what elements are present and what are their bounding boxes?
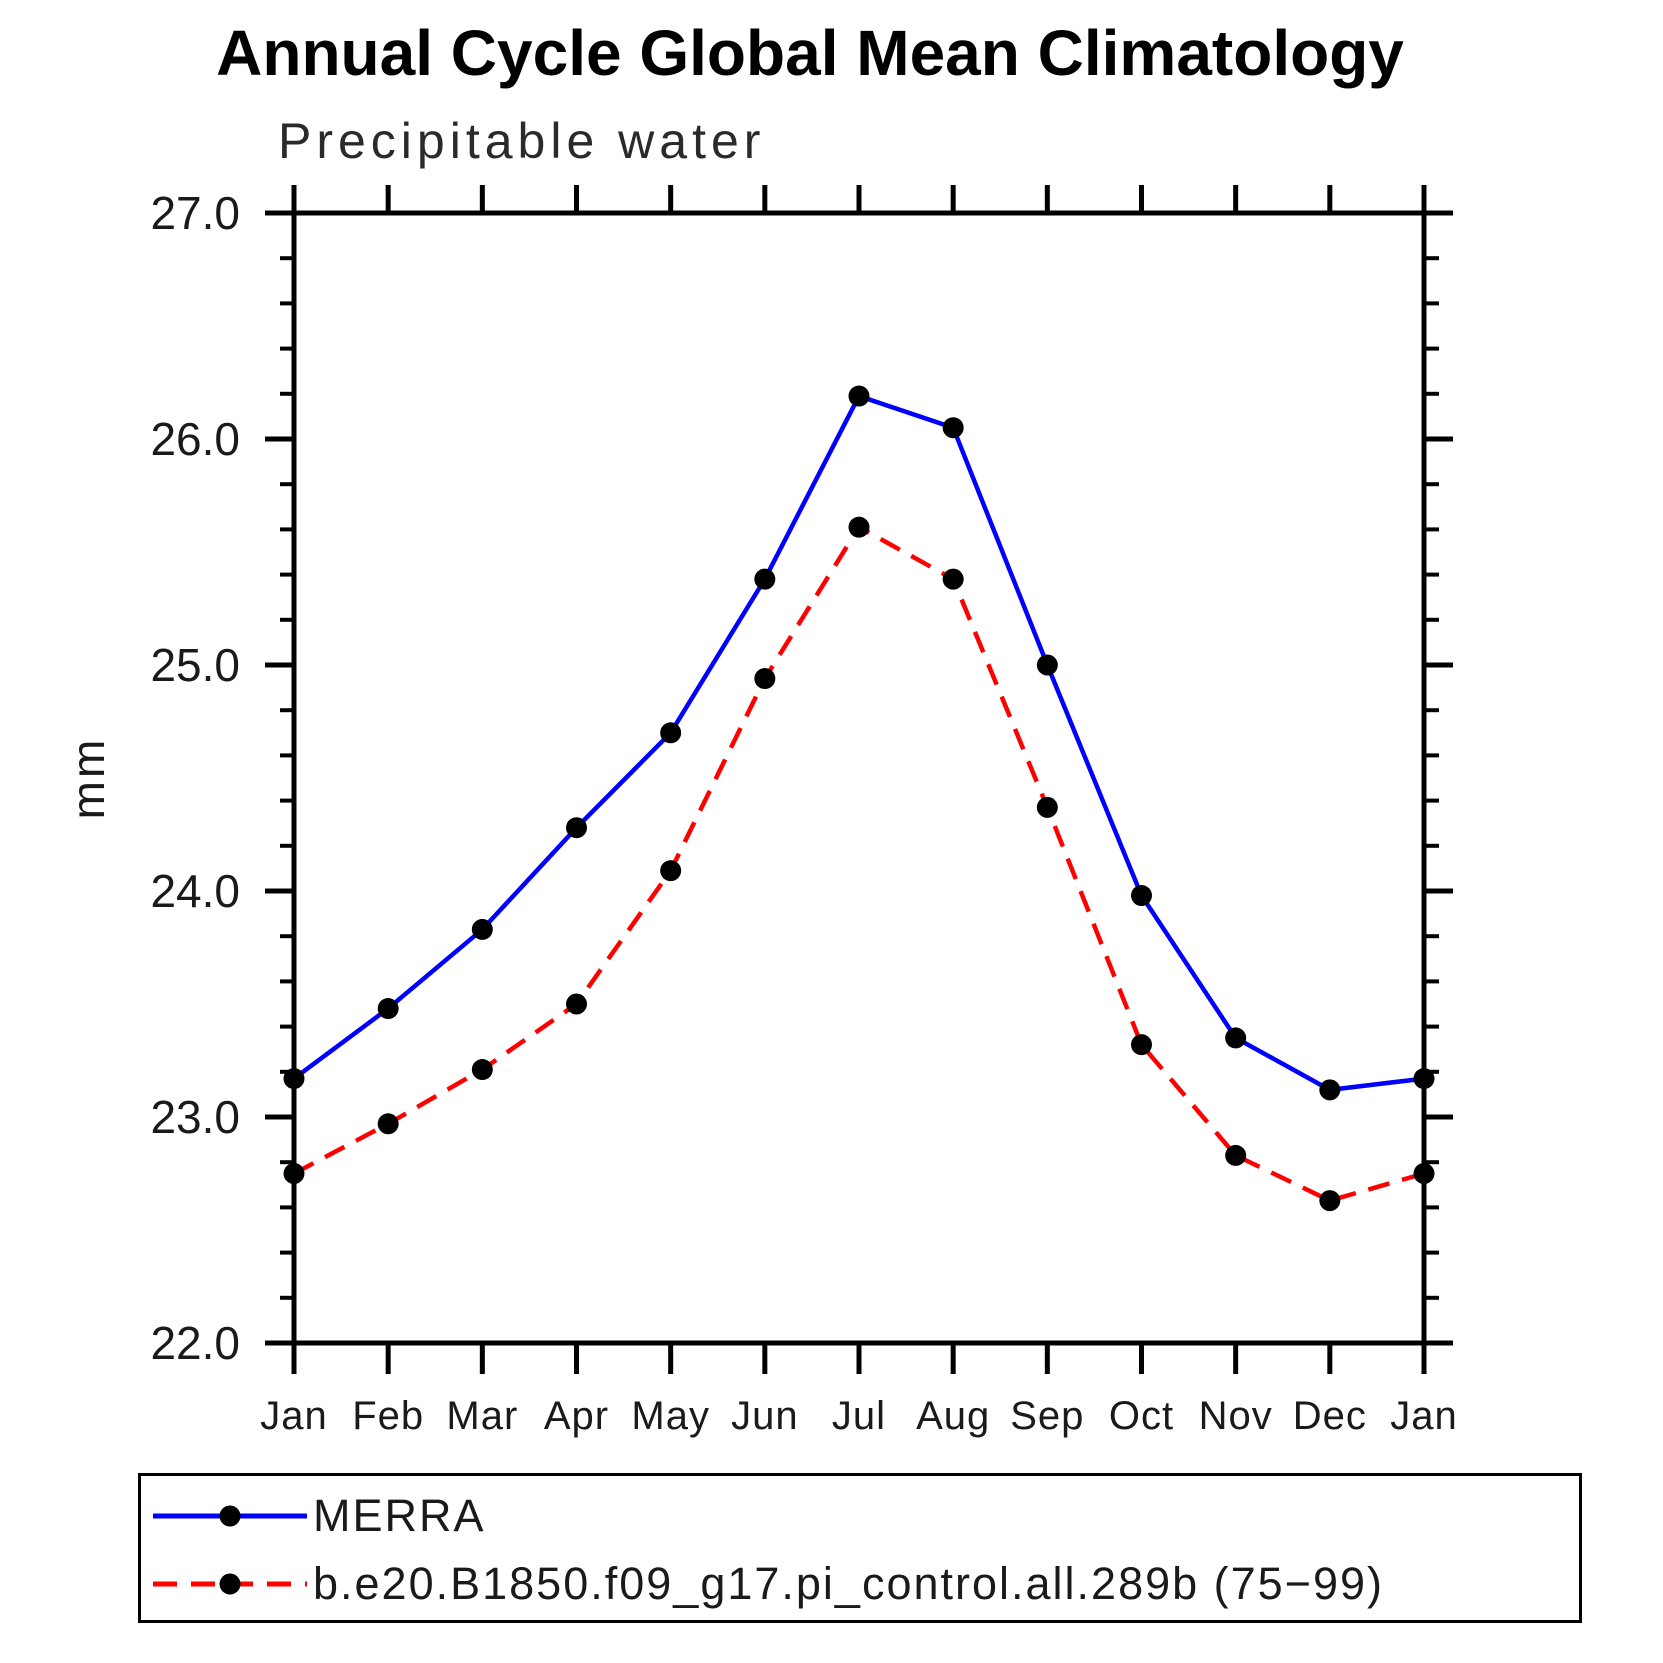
- x-tick-label: Jan: [260, 1394, 328, 1438]
- chart-subtitle: Precipitable water: [278, 113, 766, 169]
- legend-item-model: b.e20.B1850.f09_g17.pi_control.all.289b …: [147, 1554, 1384, 1614]
- legend-marker-icon: [219, 1573, 241, 1595]
- data-point-marker-s1: [942, 568, 964, 590]
- x-tick-label: Sep: [1010, 1394, 1084, 1438]
- data-point-marker-s0: [848, 385, 870, 407]
- data-point-marker-s1: [1225, 1144, 1247, 1166]
- data-point-marker-s1: [1413, 1163, 1435, 1184]
- data-point-marker-s0: [1131, 885, 1152, 907]
- x-tick-label: Feb: [352, 1394, 424, 1438]
- x-tick-label: Dec: [1293, 1394, 1367, 1438]
- y-tick-label: 25.0: [150, 639, 240, 691]
- legend-model-line-icon: [153, 1573, 307, 1595]
- data-point-marker-s0: [1225, 1027, 1247, 1049]
- data-point-marker-s0: [660, 722, 682, 744]
- data-point-marker-s1: [566, 993, 587, 1015]
- x-tick-label: May: [631, 1394, 710, 1438]
- x-tick-label: Oct: [1109, 1394, 1174, 1438]
- y-tick-label: 27.0: [150, 187, 240, 239]
- legend-marker-icon: [219, 1505, 241, 1527]
- data-point-marker-s0: [377, 998, 399, 1020]
- data-point-marker-s1: [754, 668, 776, 690]
- data-point-marker-s1: [660, 860, 682, 882]
- x-tick-label: Aug: [916, 1394, 990, 1438]
- data-point-marker-s1: [1036, 796, 1058, 818]
- data-point-marker-s0: [754, 568, 776, 590]
- y-tick-label: 26.0: [150, 413, 240, 465]
- legend-label-model: b.e20.B1850.f09_g17.pi_control.all.289b …: [313, 1558, 1385, 1609]
- data-point-marker-s1: [377, 1113, 399, 1135]
- x-tick-label: Jun: [731, 1394, 799, 1438]
- data-point-marker-s0: [942, 417, 964, 439]
- x-tick-label: Apr: [544, 1394, 609, 1438]
- data-point-marker-s1: [1131, 1034, 1152, 1056]
- data-point-marker-s0: [283, 1068, 305, 1090]
- x-tick-label: Jul: [832, 1394, 886, 1438]
- data-point-marker-s1: [848, 516, 870, 538]
- legend-item-merra: MERRA: [147, 1486, 486, 1546]
- y-tick-label: 22.0: [150, 1317, 240, 1369]
- legend: MERRA b.e20.B1850.f09_g17.pi_control.all…: [138, 1473, 1582, 1623]
- data-point-marker-s0: [1036, 654, 1058, 676]
- x-tick-label: Nov: [1199, 1394, 1273, 1438]
- data-point-marker-s1: [471, 1059, 493, 1081]
- x-tick-label: Jan: [1390, 1394, 1458, 1438]
- chart-title: Annual Cycle Global Mean Climatology: [216, 17, 1404, 89]
- data-point-marker-s0: [1413, 1068, 1435, 1090]
- legend-merra-line-icon: [153, 1505, 307, 1527]
- series-line-1: [292, 524, 1425, 1204]
- data-point-marker-s0: [1319, 1079, 1341, 1101]
- y-tick-label: 24.0: [150, 865, 240, 917]
- data-point-marker-s0: [566, 817, 587, 839]
- series-line-0: [292, 393, 1425, 1093]
- data-point-marker-s1: [1319, 1190, 1341, 1212]
- data-point-marker-s0: [471, 918, 493, 940]
- data-point-marker-s1: [283, 1163, 305, 1184]
- legend-label-merra: MERRA: [313, 1490, 486, 1541]
- x-tick-label: Mar: [446, 1394, 518, 1438]
- y-tick-label: 23.0: [150, 1091, 240, 1143]
